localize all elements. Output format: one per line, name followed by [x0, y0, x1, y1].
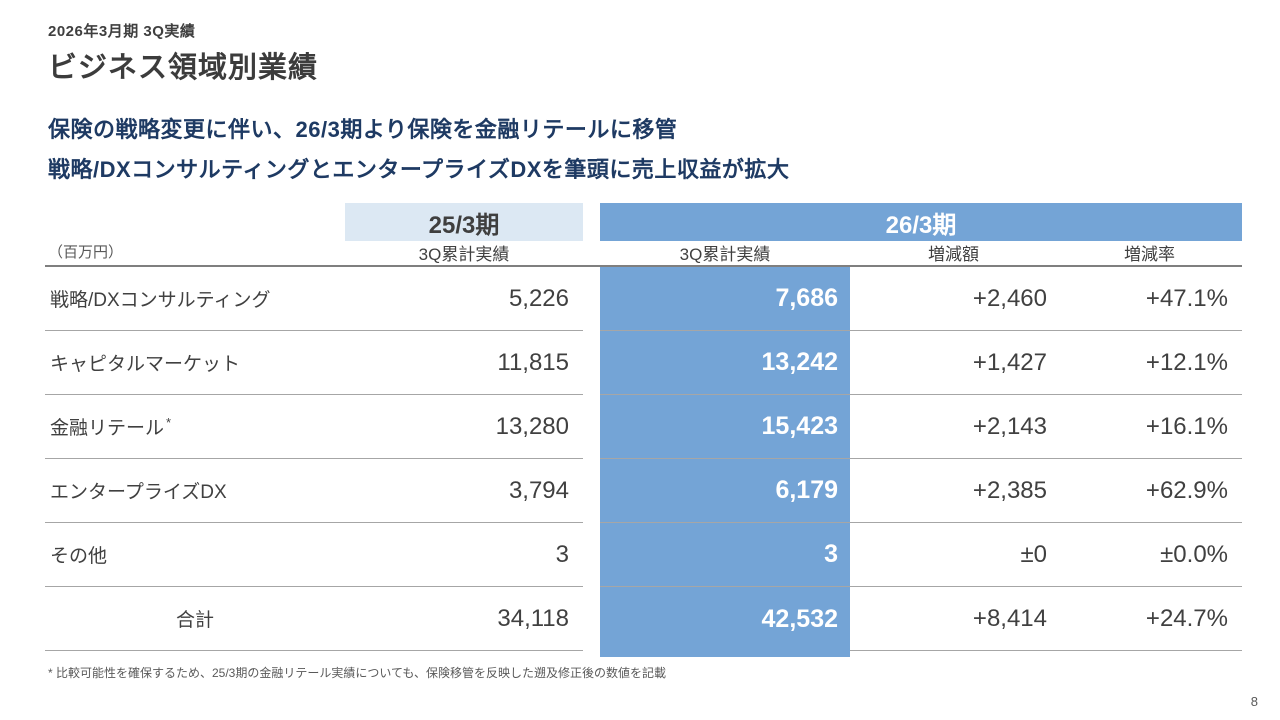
change-amount: +2,143 — [850, 395, 1057, 459]
change-rate: +12.1% — [1057, 331, 1242, 395]
row-label-total: 合計 — [45, 587, 345, 651]
row-label: その他 — [45, 523, 345, 587]
column-gap — [583, 523, 600, 587]
curr-value: 42,532 — [600, 587, 850, 651]
subheader-change-rate: 増減率 — [1057, 241, 1242, 267]
prev-value: 5,226 — [345, 267, 583, 331]
key-message-2: 戦略/DXコンサルティングとエンタープライズDXを筆頭に売上収益が拡大 — [48, 157, 790, 182]
prev-value: 11,815 — [345, 331, 583, 395]
subheader-change-amount: 増減額 — [850, 241, 1057, 267]
key-message-1: 保険の戦略変更に伴い、26/3期より保険を金融リテールに移管 — [48, 117, 678, 142]
change-rate: +16.1% — [1057, 395, 1242, 459]
column-gap — [583, 395, 600, 459]
subheader-curr-actual: 3Q累計実績 — [600, 241, 850, 267]
row-label: 戦略/DXコンサルティング — [45, 267, 345, 331]
prev-value: 34,118 — [345, 587, 583, 651]
footnote-marker: * — [166, 415, 172, 430]
column-gap — [583, 241, 600, 267]
row-label: キャピタルマーケット — [45, 331, 345, 395]
column-gap — [583, 587, 600, 651]
curr-value: 15,423 — [600, 395, 850, 459]
change-rate: +47.1% — [1057, 267, 1242, 331]
unit-label: （百万円） — [45, 241, 345, 267]
change-amount: +2,385 — [850, 459, 1057, 523]
row-label: 金融リテール * — [45, 395, 345, 459]
column-gap — [583, 267, 600, 331]
page-number: 8 — [1250, 694, 1258, 709]
key-messages: 保険の戦略変更に伴い、26/3期より保険を金融リテールに移管 戦略/DXコンサル… — [48, 110, 789, 190]
column-gap — [583, 459, 600, 523]
curr-value: 6,179 — [600, 459, 850, 523]
curr-value: 3 — [600, 523, 850, 587]
row-label: エンタープライズDX — [45, 459, 345, 523]
curr-value: 13,242 — [600, 331, 850, 395]
footnote: * 比較可能性を確保するため、25/3期の金融リテール実績についても、保険移管を… — [48, 666, 667, 680]
column-group-current-period: 26/3期 — [600, 203, 1242, 241]
prev-value: 13,280 — [345, 395, 583, 459]
header-spacer — [45, 203, 345, 241]
change-amount: ±0 — [850, 523, 1057, 587]
highlight-column-overhang — [600, 651, 850, 657]
change-amount: +2,460 — [850, 267, 1057, 331]
column-gap — [583, 331, 600, 395]
segment-results-table: 25/3期 26/3期 （百万円） 3Q累計実績 3Q累計実績 増減額 増減率 … — [45, 203, 1242, 657]
change-rate: +62.9% — [1057, 459, 1242, 523]
slide-eyebrow: 2026年3月期 3Q実績 — [48, 23, 196, 40]
prev-value: 3 — [345, 523, 583, 587]
row-label-text: 金融リテール — [50, 418, 165, 439]
column-group-prev-period: 25/3期 — [345, 203, 583, 241]
prev-value: 3,794 — [345, 459, 583, 523]
curr-value: 7,686 — [600, 267, 850, 331]
change-rate: ±0.0% — [1057, 523, 1242, 587]
change-amount: +1,427 — [850, 331, 1057, 395]
column-gap — [583, 203, 600, 241]
change-amount: +8,414 — [850, 587, 1057, 651]
page-title: ビジネス領域別業績 — [48, 52, 319, 84]
change-rate: +24.7% — [1057, 587, 1242, 651]
subheader-prev-actual: 3Q累計実績 — [345, 241, 583, 267]
